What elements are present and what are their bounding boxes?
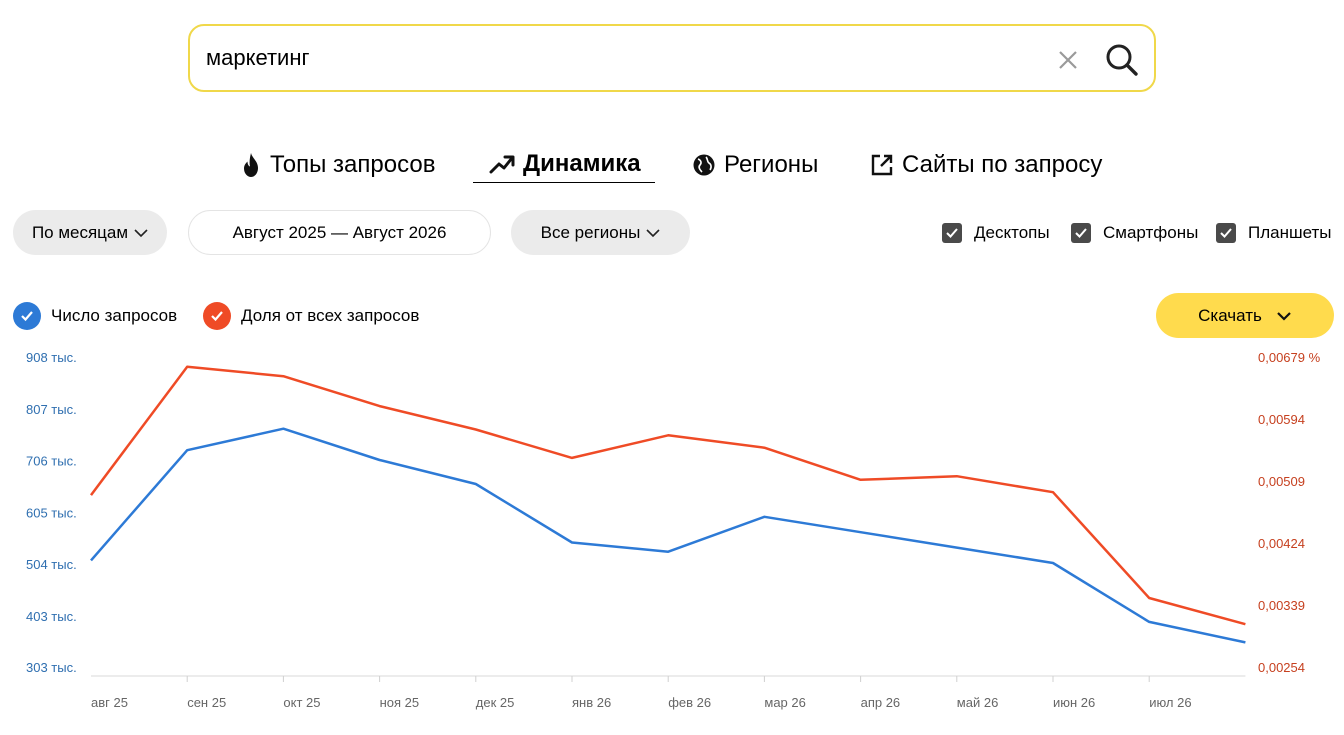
check-circle-icon [13, 302, 41, 330]
download-button[interactable]: Скачать [1156, 293, 1334, 338]
y-left-tick-label: 504 тыс. [26, 557, 77, 572]
checkbox-checked-icon [942, 223, 962, 243]
legend-share-toggle[interactable]: Доля от всех запросов [203, 302, 419, 330]
device-label: Планшеты [1248, 223, 1332, 242]
tab-label: Регионы [724, 151, 819, 178]
x-tick-label: мар 26 [764, 695, 805, 710]
y-right-tick-label: 0,00339 [1258, 598, 1305, 613]
x-tick-label: июл 26 [1149, 695, 1191, 710]
y-left-tick-label: 303 тыс. [26, 660, 77, 675]
tab-top-queries[interactable]: Топы запросов [240, 146, 435, 184]
y-right-tick-label: 0,00424 [1258, 536, 1305, 551]
dynamics-chart: авг 25 сен 25 окт 25 ноя 25 дек 25 янв 26 фев … [26, 350, 1321, 710]
x-tick-label: июн 26 [1053, 695, 1095, 710]
chevron-down-icon [646, 228, 660, 237]
trend-up-icon [489, 155, 515, 174]
x-tick-label: фев 26 [668, 695, 711, 710]
region-label: Все регионы [540, 222, 641, 242]
x-tick-label: апр 26 [861, 695, 901, 710]
region-select[interactable]: Все регионы [511, 210, 690, 255]
search-input[interactable] [204, 40, 1028, 76]
legend-label: Доля от всех запросов [241, 306, 420, 325]
device-tablet-checkbox[interactable]: Планшеты [1216, 222, 1332, 244]
y-left-tick-label: 706 тыс. [26, 454, 77, 469]
grouping-select[interactable]: По месяцам [13, 210, 167, 255]
y-right-tick-label: 0,00594 [1258, 412, 1305, 427]
device-desktop-checkbox[interactable]: Десктопы [942, 222, 1050, 244]
legend-label: Число запросов [51, 306, 178, 325]
y-right-tick-label: 0,00509 [1258, 474, 1305, 489]
checkbox-checked-icon [1216, 223, 1236, 243]
series-line-queries [90, 427, 1246, 644]
device-smartphone-checkbox[interactable]: Смартфоны [1071, 222, 1198, 244]
external-link-icon [871, 154, 893, 176]
x-tick-label: янв 26 [572, 695, 611, 710]
tab-label: Сайты по запросу [902, 151, 1103, 178]
grouping-label: По месяцам [31, 222, 129, 242]
check-circle-icon [203, 302, 231, 330]
download-label: Скачать [1198, 305, 1262, 325]
series-line-share [89, 365, 1246, 626]
device-label: Десктопы [974, 223, 1050, 242]
search-icon[interactable] [1104, 42, 1140, 78]
y-left-tick-label: 807 тыс. [26, 402, 77, 417]
tabs-bar: Топы запросов Динамика Регионы Сайты по … [0, 146, 1344, 190]
x-tick-label: дек 25 [476, 695, 515, 710]
x-tick-label: авг 25 [91, 695, 128, 710]
period-label: Август 2025 — Август 2026 [232, 222, 447, 242]
y-left-tick-label: 403 тыс. [26, 609, 77, 624]
y-left-tick-label: 908 тыс. [26, 350, 77, 365]
period-picker[interactable]: Август 2025 — Август 2026 [188, 210, 491, 255]
globe-icon [693, 154, 715, 176]
chevron-down-icon [134, 228, 148, 237]
tab-label: Динамика [523, 150, 641, 177]
tab-sites[interactable]: Сайты по запросу [870, 146, 1102, 184]
chevron-down-icon [1277, 311, 1291, 321]
tab-label: Топы запросов [270, 151, 436, 178]
x-tick-label: окт 25 [283, 695, 320, 710]
x-tick-label: сен 25 [187, 695, 226, 710]
legend-queries-toggle[interactable]: Число запросов [13, 302, 177, 330]
y-left-tick-label: 605 тыс. [26, 505, 77, 520]
x-tick-label: май 26 [957, 695, 999, 710]
search-box [188, 24, 1156, 92]
tab-dynamics[interactable]: Динамика [473, 146, 655, 183]
tab-regions[interactable]: Регионы [692, 146, 818, 184]
fire-icon [244, 153, 258, 177]
clear-icon[interactable] [1056, 48, 1080, 72]
x-tick-label: ноя 25 [380, 695, 420, 710]
device-label: Смартфоны [1103, 223, 1199, 242]
checkbox-checked-icon [1071, 223, 1091, 243]
y-right-tick-label: 0,00679 % [1258, 350, 1321, 365]
y-right-tick-label: 0,00254 [1258, 660, 1305, 675]
